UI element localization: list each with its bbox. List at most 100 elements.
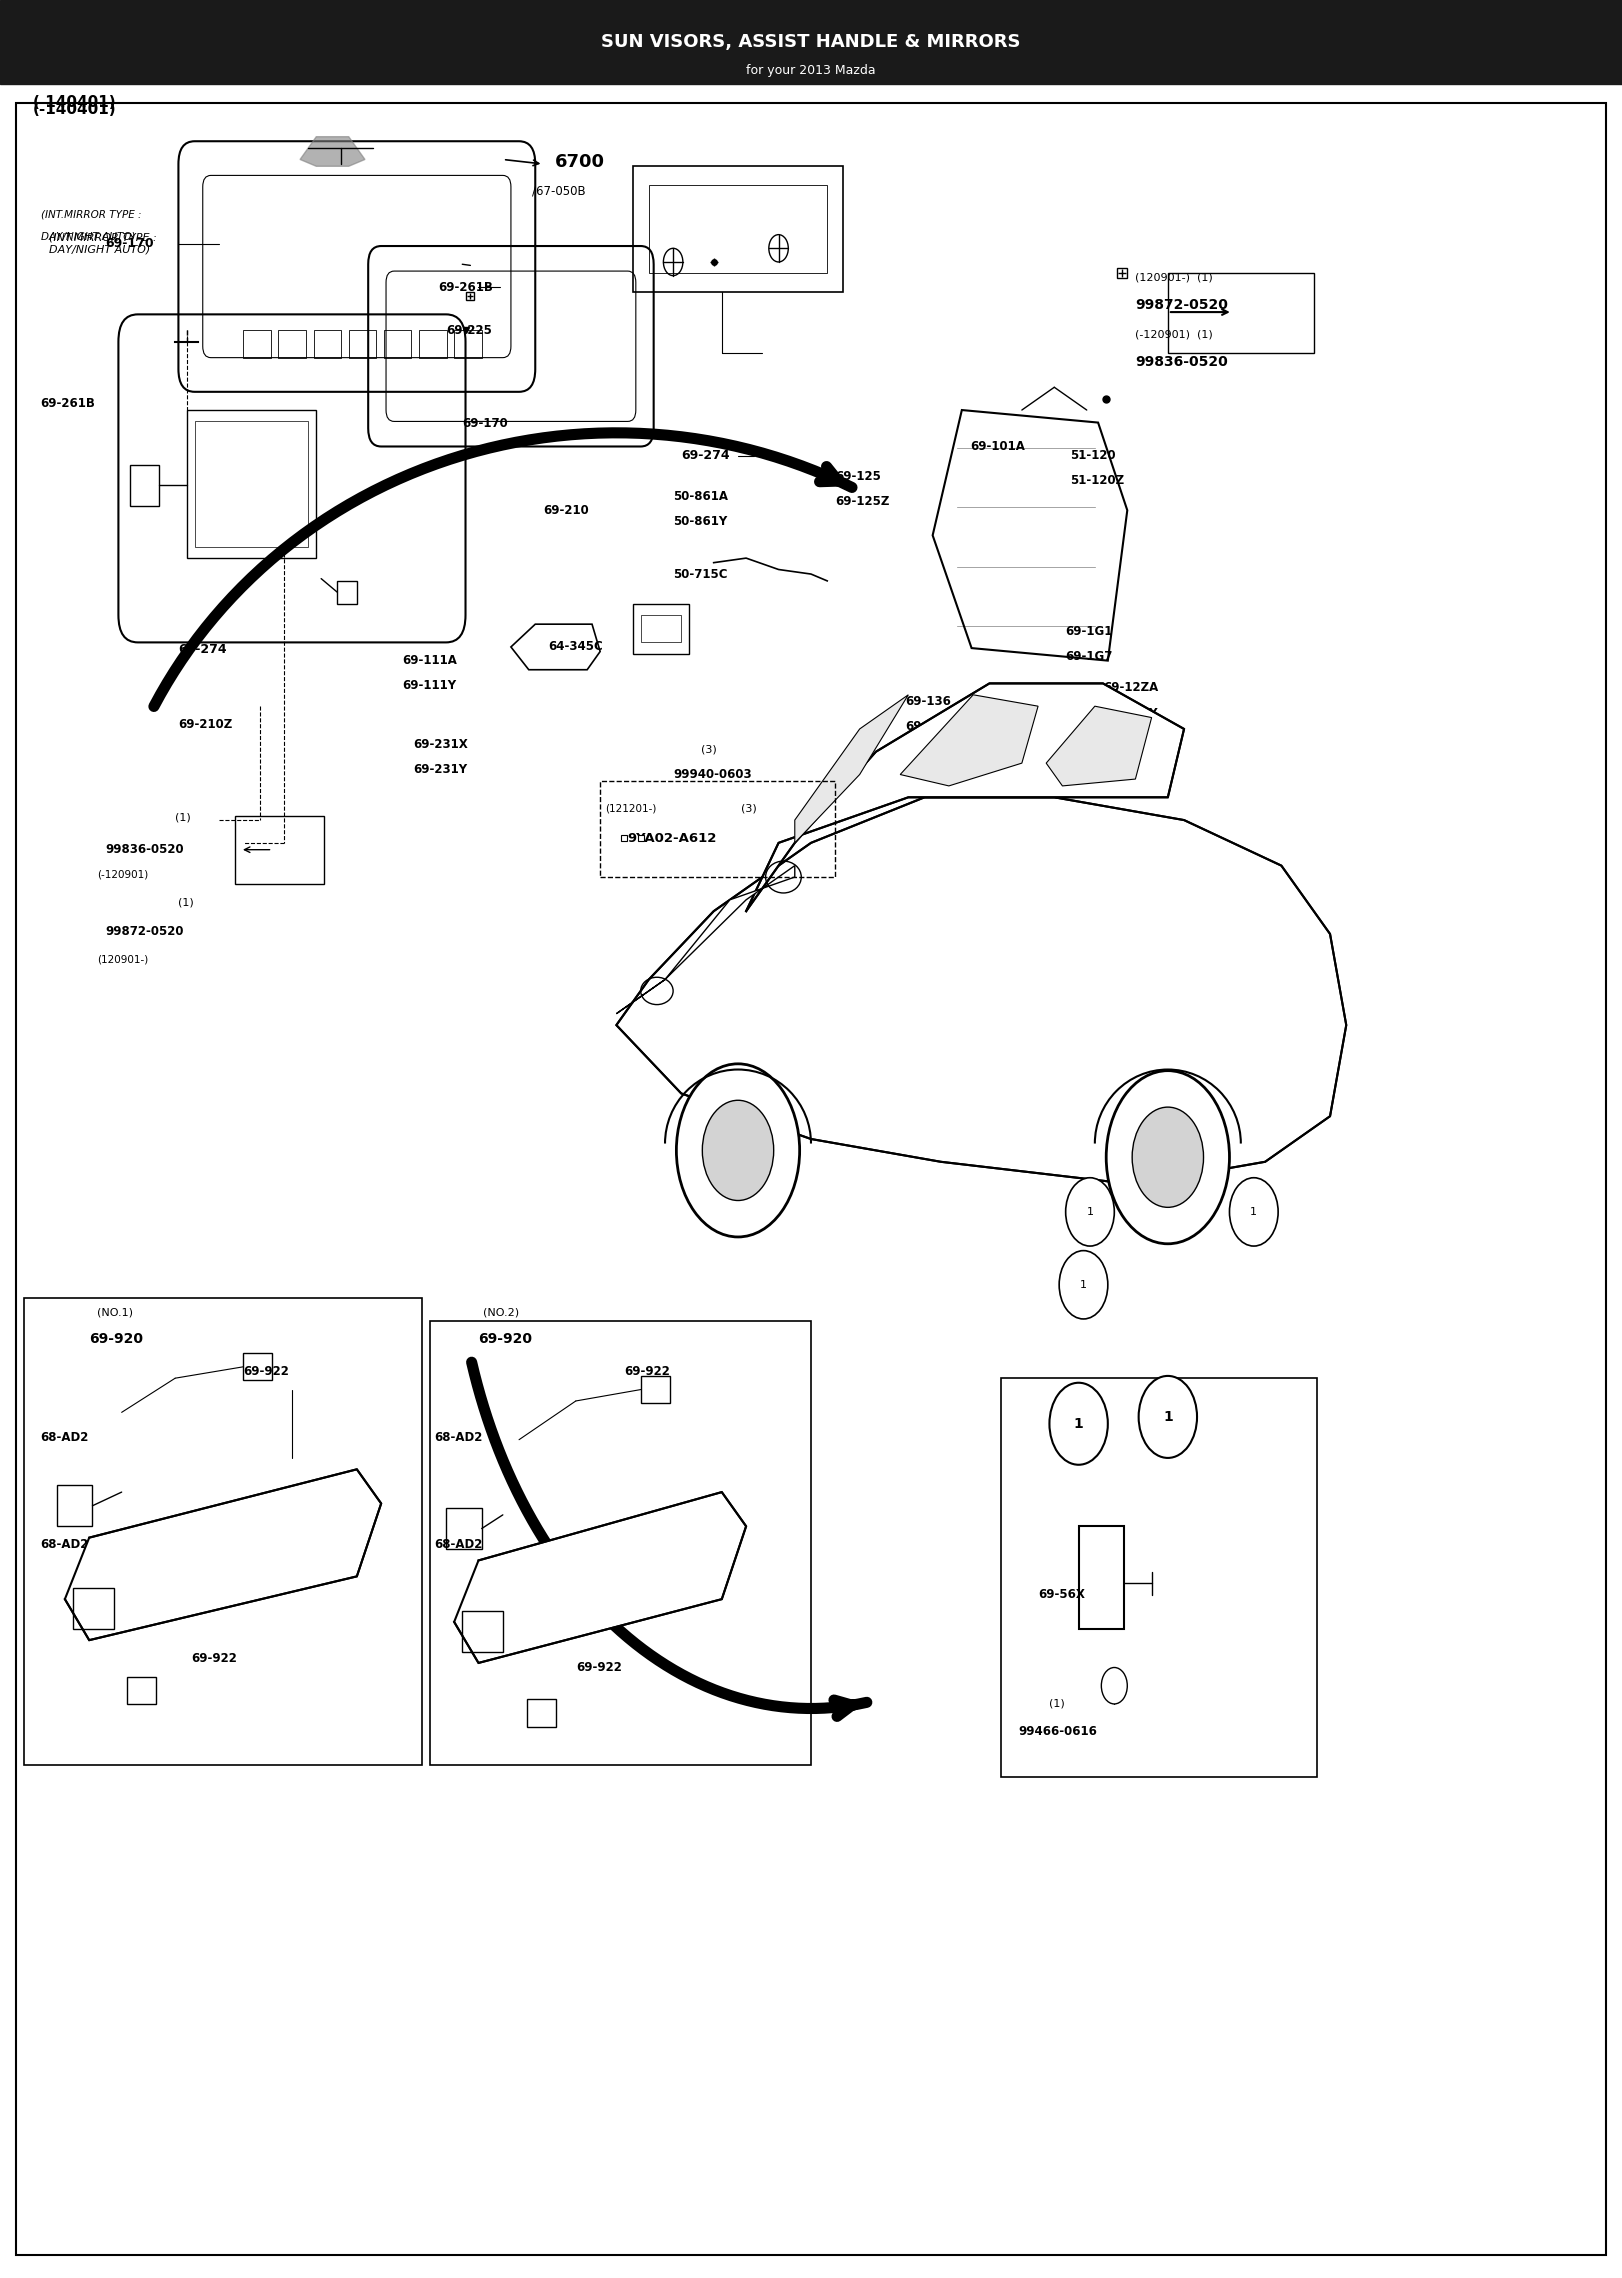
Bar (446, 1508, 482, 1549)
Text: 69-111Y: 69-111Y (402, 679, 456, 693)
Text: 69-920: 69-920 (89, 1333, 143, 1346)
Text: 9YA02-A612: 9YA02-A612 (628, 831, 717, 845)
Circle shape (1139, 1376, 1197, 1458)
Bar (337, 581, 357, 604)
Text: 51-120Z: 51-120Z (1071, 474, 1124, 487)
Text: (120901-)  (1): (120901-) (1) (1135, 273, 1213, 282)
Text: (NO.2): (NO.2) (483, 1308, 519, 1317)
Text: 68-AD2: 68-AD2 (435, 1538, 483, 1551)
Bar (195, 421, 308, 547)
Text: 68-AD2: 68-AD2 (435, 1431, 483, 1444)
Circle shape (1229, 1178, 1278, 1246)
Text: 1: 1 (1163, 1410, 1173, 1424)
Text: (-140401): (-140401) (32, 103, 117, 116)
Circle shape (1132, 1107, 1204, 1207)
Text: 69-261B: 69-261B (438, 280, 493, 294)
Polygon shape (795, 695, 908, 843)
Bar (600, 781, 835, 877)
Text: 51-120: 51-120 (1071, 449, 1116, 462)
Text: 64-345C: 64-345C (548, 640, 603, 654)
Text: 68-AD2: 68-AD2 (41, 1431, 89, 1444)
Text: SUN VISORS, ASSIST HANDLE & MIRRORS: SUN VISORS, ASSIST HANDLE & MIRRORS (602, 34, 1020, 50)
Text: (120901-): (120901-) (97, 954, 149, 964)
Bar (384, 330, 412, 358)
Bar (641, 615, 681, 642)
Text: for your 2013 Mazda: for your 2013 Mazda (746, 64, 876, 77)
Text: (NO.1): (NO.1) (97, 1308, 133, 1317)
Text: 69-136: 69-136 (905, 695, 950, 708)
Text: 69-1G7: 69-1G7 (1066, 649, 1113, 663)
Bar (127, 1677, 156, 1704)
Bar (24, 1298, 422, 1765)
Text: 69-922: 69-922 (191, 1652, 237, 1665)
Polygon shape (746, 683, 1184, 911)
Text: 69-210: 69-210 (543, 503, 589, 517)
Text: 69-231X: 69-231X (414, 738, 469, 752)
Bar (1001, 1378, 1317, 1777)
Text: 50-715C: 50-715C (673, 567, 728, 581)
Text: 69-101A: 69-101A (970, 440, 1025, 453)
Polygon shape (300, 137, 365, 166)
Text: 6700: 6700 (555, 153, 605, 171)
Text: 99466-0616: 99466-0616 (1019, 1724, 1098, 1738)
Text: 69-125Z: 69-125Z (835, 494, 890, 508)
Bar (430, 1321, 811, 1765)
Polygon shape (454, 1492, 746, 1663)
Bar (454, 330, 482, 358)
Circle shape (702, 1100, 774, 1201)
Text: 69-210Z: 69-210Z (178, 718, 232, 731)
Text: 1: 1 (1074, 1417, 1083, 1431)
Text: 99836-0520: 99836-0520 (1135, 355, 1228, 369)
Bar (57, 1485, 92, 1526)
Text: 99872-0520: 99872-0520 (105, 925, 183, 939)
Polygon shape (65, 1469, 381, 1640)
Text: 69-170: 69-170 (462, 417, 508, 431)
Bar (130, 465, 159, 506)
Text: 69-922: 69-922 (243, 1365, 289, 1378)
Polygon shape (616, 866, 795, 1014)
Text: 69-125: 69-125 (835, 469, 881, 483)
Text: 69-922: 69-922 (576, 1661, 621, 1674)
Text: /67-050B: /67-050B (532, 185, 586, 198)
Text: (1): (1) (178, 898, 195, 907)
Text: 69-274: 69-274 (681, 449, 730, 462)
Bar (279, 330, 307, 358)
Bar (243, 1353, 272, 1380)
Text: 1: 1 (1080, 1280, 1087, 1289)
Bar (649, 185, 827, 273)
Bar (235, 816, 324, 884)
Bar (633, 166, 843, 292)
Text: 69-56X: 69-56X (1038, 1588, 1085, 1601)
Circle shape (1049, 1383, 1108, 1465)
Bar (633, 604, 689, 654)
Text: (3): (3) (741, 804, 757, 813)
Text: 50-861A: 50-861A (673, 490, 728, 503)
Text: (-120901)  (1): (-120901) (1) (1135, 330, 1213, 339)
Text: 69-12ZY: 69-12ZY (1103, 706, 1158, 720)
Polygon shape (900, 695, 1038, 786)
Circle shape (1059, 1251, 1108, 1319)
Bar (1168, 273, 1314, 353)
Text: 69-231Y: 69-231Y (414, 763, 467, 777)
Bar (527, 1699, 556, 1727)
Bar (313, 330, 341, 358)
Text: (121201-): (121201-) (605, 804, 657, 813)
Circle shape (1101, 1667, 1127, 1704)
Text: (INT.MIRROR TYPE :: (INT.MIRROR TYPE : (41, 210, 141, 219)
Bar (187, 410, 316, 558)
Text: 69-1G1: 69-1G1 (1066, 624, 1113, 638)
Text: 69-111A: 69-111A (402, 654, 457, 667)
Bar (0, 0, 1622, 84)
Text: 69-225: 69-225 (446, 323, 491, 337)
Bar (641, 1376, 670, 1403)
Text: 69-920: 69-920 (478, 1333, 532, 1346)
Polygon shape (1046, 706, 1152, 786)
Bar (418, 330, 446, 358)
Polygon shape (616, 797, 1346, 1185)
Text: 1: 1 (1251, 1207, 1257, 1216)
Text: (-140401): (-140401) (32, 96, 117, 109)
Text: 69-12ZA: 69-12ZA (1103, 681, 1158, 695)
Text: 69-136Z: 69-136Z (905, 720, 960, 734)
Bar (462, 1611, 503, 1652)
Text: 68-AD2: 68-AD2 (41, 1538, 89, 1551)
